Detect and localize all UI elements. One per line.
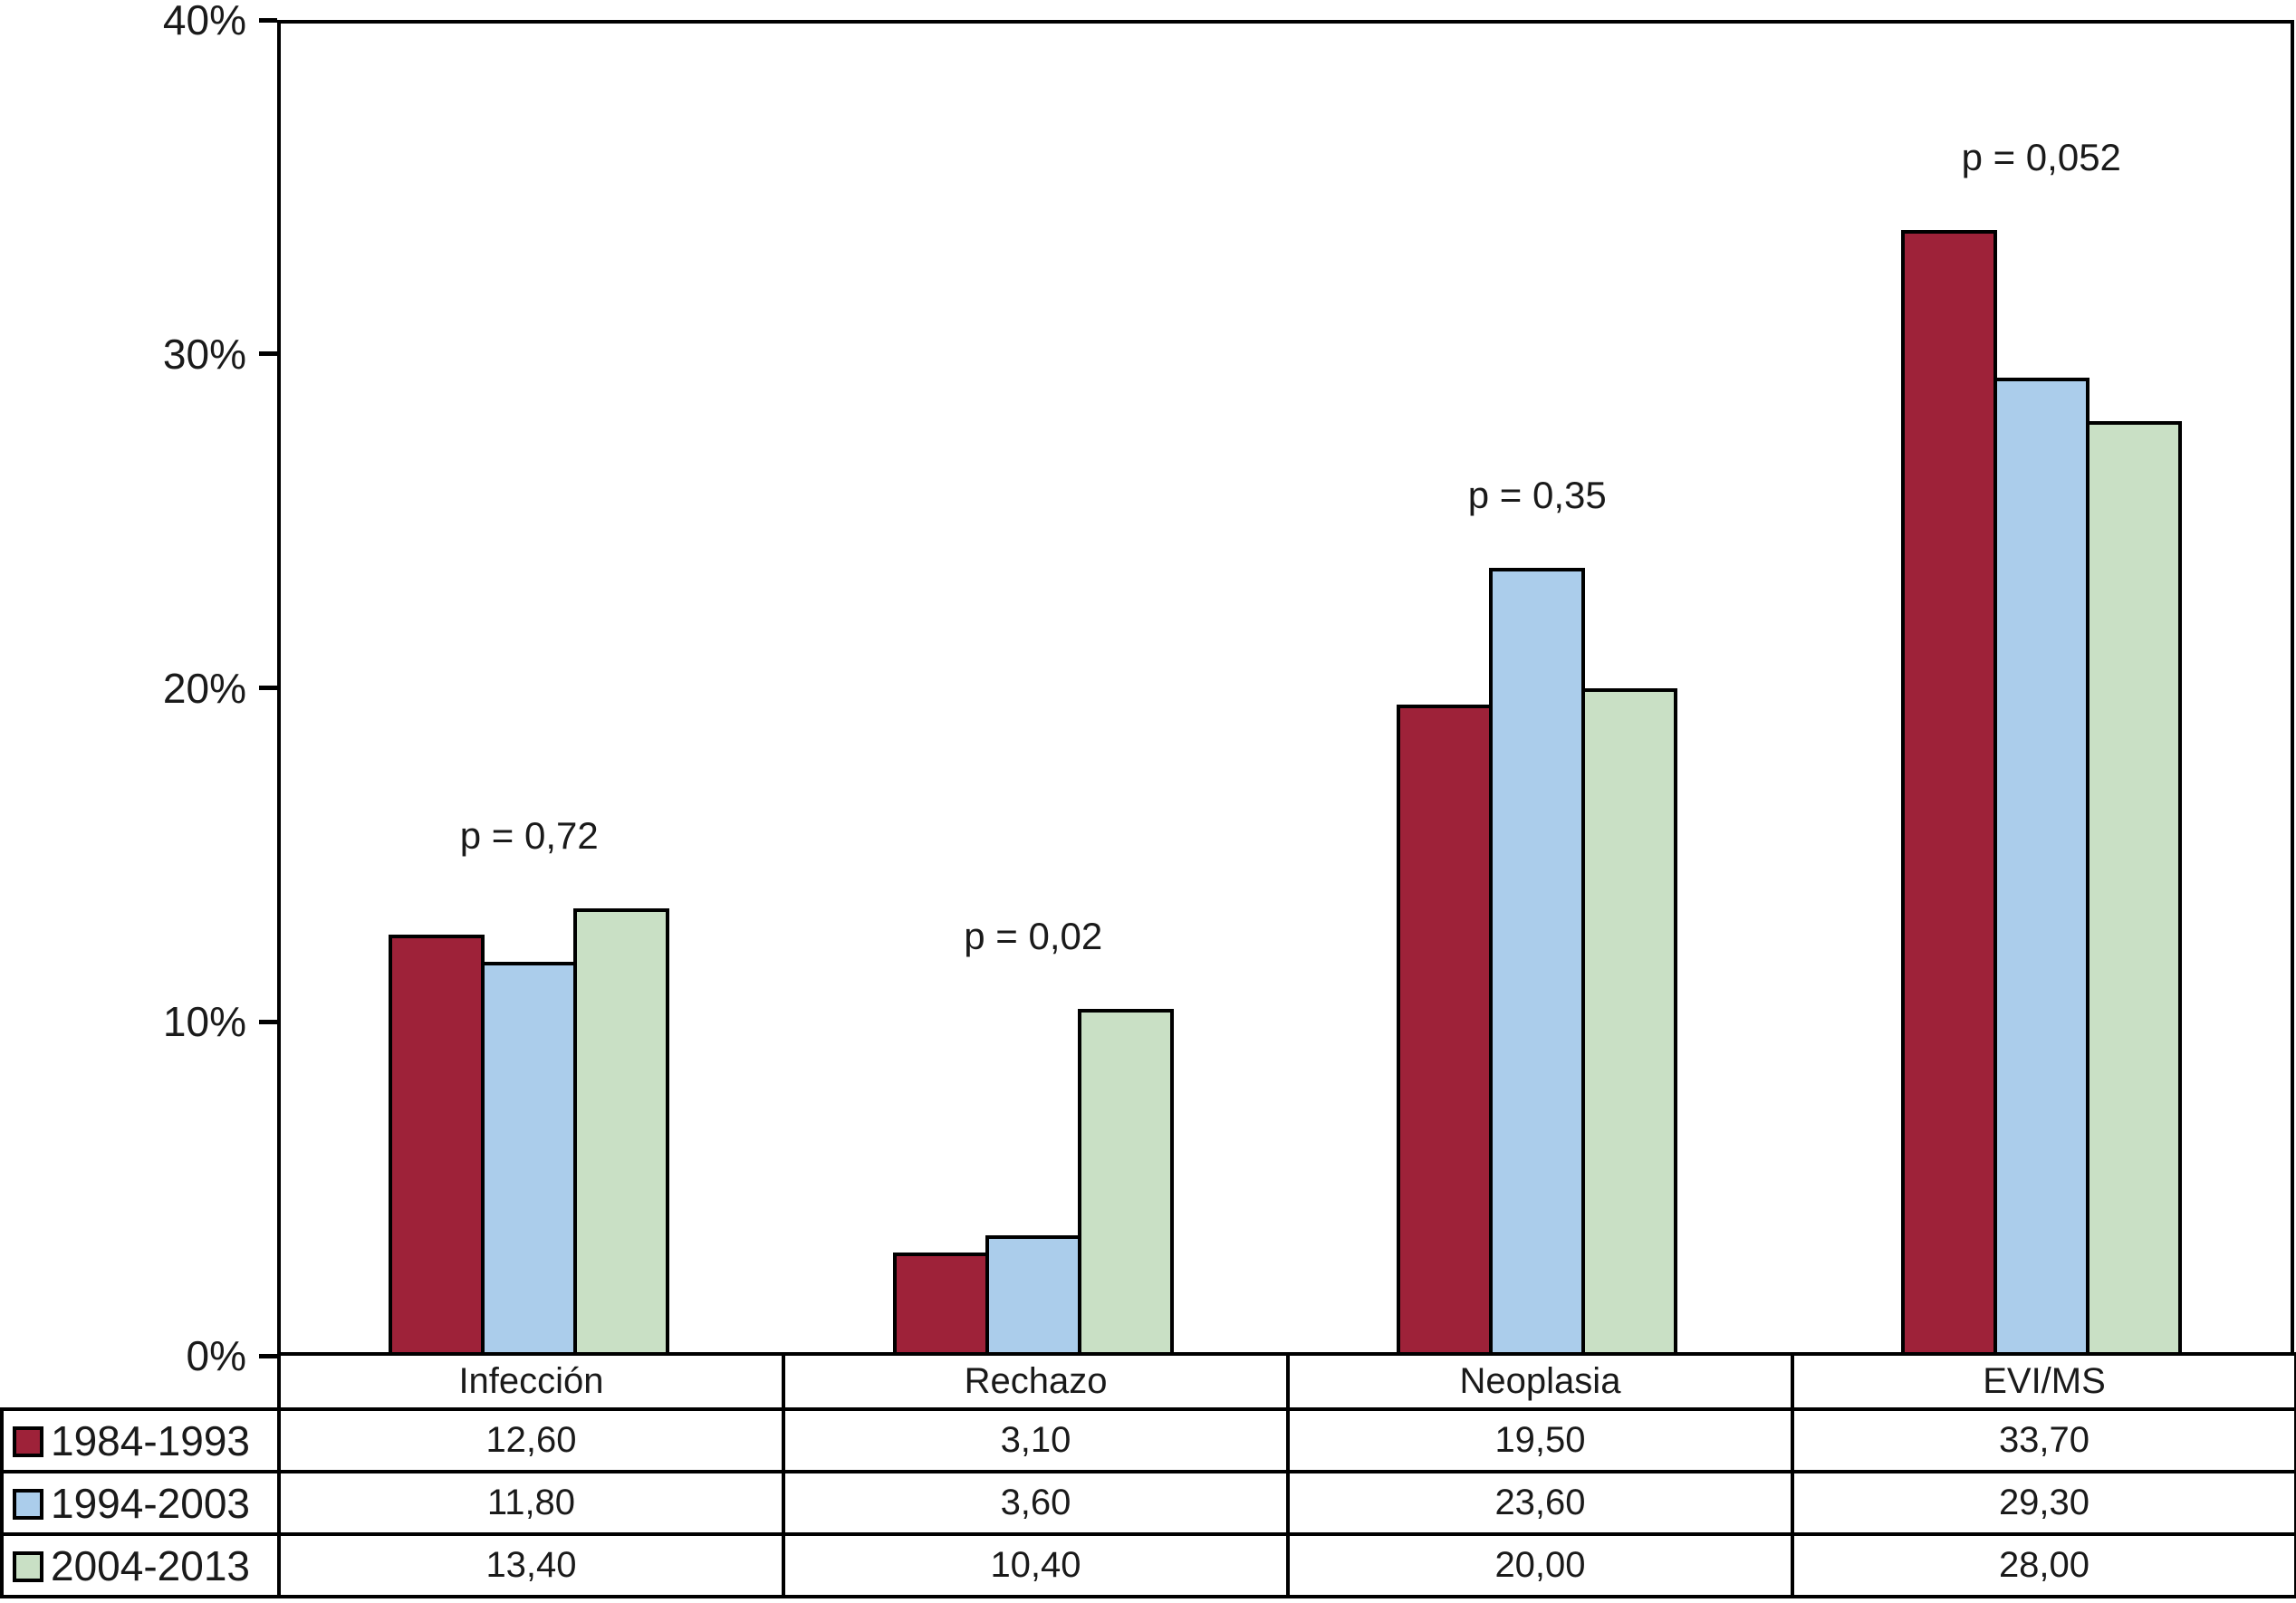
p-value-annotation: p = 0,35 [1467,473,1607,516]
value-cell: 10,40 [782,1532,1290,1598]
table-header-row: Infección Rechazo Neoplasia EVI/MS [2,1352,2296,1411]
category-header-rechazo: Rechazo [782,1352,1290,1411]
value-cell: 20,00 [1286,1532,1794,1598]
bar [1397,704,1494,1356]
value-cell: 12,60 [277,1407,785,1473]
value-cell: 3,10 [782,1407,1290,1473]
y-axis-tick [259,17,277,23]
bar [892,1252,989,1356]
value-cell: 33,70 [1791,1407,2296,1473]
table-row-1994-2003: 1994-2003 11,80 3,60 23,60 29,30 [0,1470,2296,1536]
legend-swatch-blue [13,1488,43,1520]
bar [1900,230,1997,1356]
legend-swatch-red [13,1425,43,1457]
bar [1077,1008,1174,1356]
table-corner-cell [2,1354,281,1411]
legend-cell: 1984-1993 [0,1407,281,1473]
value-cell: 28,00 [1791,1532,2296,1598]
data-table: Infección Rechazo Neoplasia EVI/MS 1984-… [0,1352,2296,1598]
legend-swatch-green [13,1550,43,1582]
value-cell: 11,80 [277,1470,785,1536]
p-value-annotation: p = 0,052 [1961,136,2121,179]
legend-label: 1984-1993 [51,1416,250,1464]
value-cell: 13,40 [277,1532,785,1598]
p-value-annotation: p = 0,72 [459,813,599,857]
bar [573,907,670,1356]
bar [1993,377,2089,1356]
bar [1581,687,1678,1356]
y-axis-tick [259,351,277,357]
y-axis-label: 30% [162,330,246,378]
value-cell: 19,50 [1286,1407,1794,1473]
bar [2085,420,2182,1356]
legend-cell: 1994-2003 [0,1470,281,1536]
p-value-annotation: p = 0,02 [964,914,1103,957]
bar [481,961,578,1356]
value-cell: 23,60 [1286,1470,1794,1536]
table-row-1984-1993: 1984-1993 12,60 3,10 19,50 33,70 [0,1407,2296,1473]
category-header-infeccion: Infección [277,1352,785,1411]
category-header-evims: EVI/MS [1791,1352,2296,1411]
y-axis-tick [259,1019,277,1024]
y-axis-label: 40% [162,0,246,43]
legend-cell: 2004-2013 [0,1532,281,1598]
table-row-2004-2013: 2004-2013 13,40 10,40 20,00 28,00 [0,1532,2296,1598]
bar [1489,567,1586,1356]
legend-label: 1994-2003 [51,1479,250,1527]
bar [985,1235,1081,1356]
y-axis-label: 10% [162,998,246,1046]
value-cell: 29,30 [1791,1470,2296,1536]
bar [389,935,485,1356]
y-axis-label: 20% [162,664,246,712]
legend-label: 2004-2013 [51,1541,250,1589]
category-header-neoplasia: Neoplasia [1286,1352,1794,1411]
y-axis-tick [259,686,277,690]
value-cell: 3,60 [782,1470,1290,1536]
